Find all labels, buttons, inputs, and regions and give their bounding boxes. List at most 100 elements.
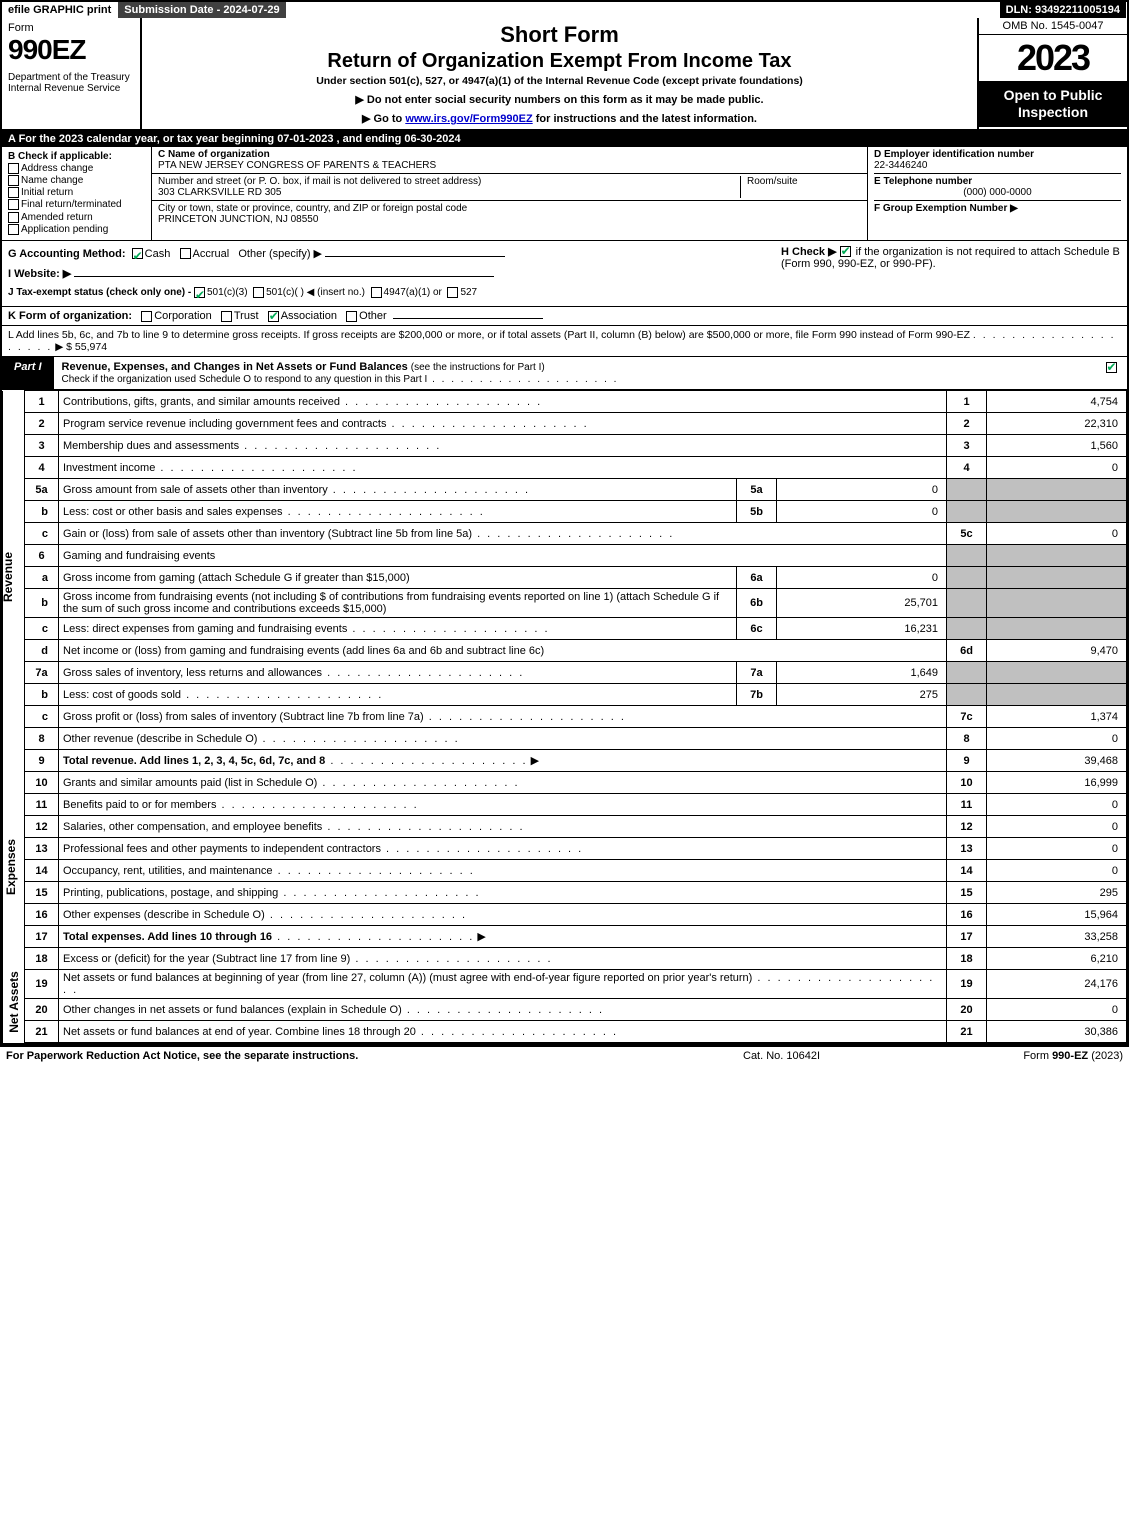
part1-table: Revenue 1Contributions, gifts, grants, a…	[2, 390, 1127, 1043]
info-block: B Check if applicable: Address change Na…	[2, 147, 1127, 241]
cb-501c3[interactable]	[194, 287, 205, 298]
footer-cat-no: Cat. No. 10642I	[743, 1050, 943, 1062]
line-6b-amount: 25,701	[777, 589, 947, 618]
row-h: H Check ▶ if the organization is not req…	[771, 245, 1121, 303]
cb-name-change[interactable]: Name change	[8, 175, 145, 186]
telephone-value: (000) 000-0000	[874, 187, 1121, 198]
form-header: Form 990EZ Department of the Treasury In…	[2, 18, 1127, 131]
page-footer: For Paperwork Reduction Act Notice, see …	[0, 1045, 1129, 1065]
line-14-amount: 0	[987, 860, 1127, 882]
room-suite-label: Room/suite	[741, 176, 861, 198]
ein-label: D Employer identification number	[874, 149, 1121, 160]
row-k: K Form of organization: Corporation Trus…	[2, 306, 1127, 326]
cb-501c[interactable]	[253, 287, 264, 298]
line-9-amount: 39,468	[987, 750, 1127, 772]
top-bar: efile GRAPHIC print Submission Date - 20…	[2, 2, 1127, 18]
group-exemption-label: F Group Exemption Number ▶	[874, 203, 1018, 214]
row-i: I Website: ▶	[8, 265, 771, 285]
cb-cash[interactable]	[132, 248, 143, 259]
telephone-label: E Telephone number	[874, 176, 972, 187]
tax-year: 2023	[979, 35, 1127, 81]
line-10-amount: 16,999	[987, 772, 1127, 794]
short-form-title: Short Form	[148, 22, 971, 48]
cb-4947[interactable]	[371, 287, 382, 298]
cb-final-return[interactable]: Final return/terminated	[8, 199, 145, 210]
section-c: C Name of organization PTA NEW JERSEY CO…	[152, 147, 867, 240]
line-3-amount: 1,560	[987, 435, 1127, 457]
ghi-left: G Accounting Method: Cash Accrual Other …	[8, 245, 771, 303]
line-19-amount: 24,176	[987, 970, 1127, 999]
part1-checkbox[interactable]	[1097, 357, 1127, 389]
ghi-block: G Accounting Method: Cash Accrual Other …	[2, 241, 1127, 307]
cb-address-change[interactable]: Address change	[8, 163, 145, 174]
form-subtitle: Under section 501(c), 527, or 4947(a)(1)…	[148, 75, 971, 87]
line-5b-amount: 0	[777, 501, 947, 523]
submission-date: Submission Date - 2024-07-29	[118, 2, 286, 18]
cb-trust[interactable]	[221, 311, 232, 322]
form-page: efile GRAPHIC print Submission Date - 20…	[0, 0, 1129, 1045]
street-value: 303 CLARKSVILLE RD 305	[158, 187, 281, 198]
cb-accrual[interactable]	[180, 248, 191, 259]
instr2-pre: ▶ Go to	[362, 113, 405, 125]
footer-right: Form 990-EZ (2023)	[943, 1050, 1123, 1062]
city-row: City or town, state or province, country…	[152, 201, 867, 227]
instr2-post: for instructions and the latest informat…	[533, 113, 757, 125]
irs-link[interactable]: www.irs.gov/Form990EZ	[405, 113, 532, 125]
line-13-amount: 0	[987, 838, 1127, 860]
cb-association[interactable]	[268, 311, 279, 322]
city-label: City or town, state or province, country…	[158, 203, 467, 214]
line-5a-amount: 0	[777, 479, 947, 501]
line-6d-amount: 9,470	[987, 640, 1127, 662]
line-21-amount: 30,386	[987, 1021, 1127, 1043]
line-20-amount: 0	[987, 999, 1127, 1021]
revenue-sidebar: Revenue	[1, 552, 15, 602]
instruction-1: ▶ Do not enter social security numbers o…	[148, 93, 971, 106]
footer-left: For Paperwork Reduction Act Notice, see …	[6, 1050, 743, 1062]
street-label: Number and street (or P. O. box, if mail…	[158, 176, 481, 187]
section-def: D Employer identification number 22-3446…	[867, 147, 1127, 240]
org-name-label: C Name of organization	[158, 149, 270, 160]
line-8-amount: 0	[987, 728, 1127, 750]
line-2-amount: 22,310	[987, 413, 1127, 435]
org-name-row: C Name of organization PTA NEW JERSEY CO…	[152, 147, 867, 174]
omb-number: OMB No. 1545-0047	[979, 18, 1127, 35]
line-15-amount: 295	[987, 882, 1127, 904]
org-name: PTA NEW JERSEY CONGRESS OF PARENTS & TEA…	[158, 160, 436, 171]
line-6a-amount: 0	[777, 567, 947, 589]
line-7a-amount: 1,649	[777, 662, 947, 684]
section-b-label: B Check if applicable:	[8, 151, 145, 162]
line-6c-amount: 16,231	[777, 618, 947, 640]
row-a-tax-year: A For the 2023 calendar year, or tax yea…	[2, 131, 1127, 147]
form-title: Return of Organization Exempt From Incom…	[148, 50, 971, 73]
spacer	[287, 2, 1000, 18]
line-12-amount: 0	[987, 816, 1127, 838]
header-left: Form 990EZ Department of the Treasury In…	[2, 18, 142, 129]
line-5c-amount: 0	[987, 523, 1127, 545]
cb-schedule-b[interactable]	[840, 246, 851, 257]
line-11-amount: 0	[987, 794, 1127, 816]
expenses-sidebar: Expenses	[4, 839, 18, 895]
net-assets-sidebar: Net Assets	[7, 972, 21, 1034]
line-18-amount: 6,210	[987, 948, 1127, 970]
form-word: Form	[8, 22, 134, 34]
line-4-amount: 0	[987, 457, 1127, 479]
cb-527[interactable]	[447, 287, 458, 298]
row-j: J Tax-exempt status (check only one) - 5…	[8, 284, 771, 302]
cb-initial-return[interactable]: Initial return	[8, 187, 145, 198]
efile-print-label[interactable]: efile GRAPHIC print	[2, 2, 118, 18]
cb-amended-return[interactable]: Amended return	[8, 212, 145, 223]
ein-value: 22-3446240	[874, 160, 1121, 171]
row-g: G Accounting Method: Cash Accrual Other …	[8, 245, 771, 265]
cb-application-pending[interactable]: Application pending	[8, 224, 145, 235]
open-to-public: Open to Public Inspection	[979, 81, 1127, 127]
department-label: Department of the Treasury Internal Reve…	[8, 72, 134, 94]
row-l: L Add lines 5b, 6c, and 7b to line 9 to …	[2, 326, 1127, 357]
part1-tab: Part I	[2, 357, 54, 389]
line-17-amount: 33,258	[987, 926, 1127, 948]
cb-other-org[interactable]	[346, 311, 357, 322]
cb-corporation[interactable]	[141, 311, 152, 322]
line-1-amount: 4,754	[987, 391, 1127, 413]
part1-header: Part I Revenue, Expenses, and Changes in…	[2, 357, 1127, 390]
city-value: PRINCETON JUNCTION, NJ 08550	[158, 214, 318, 225]
form-number: 990EZ	[8, 34, 134, 66]
